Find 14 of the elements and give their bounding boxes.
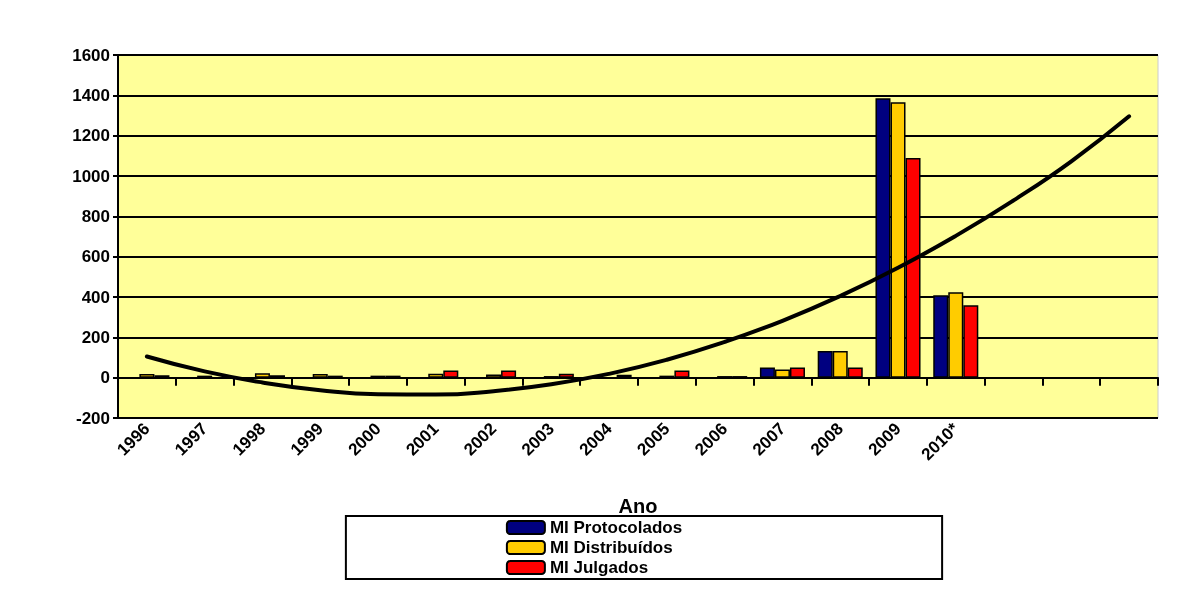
legend-label: MI Julgados [549, 558, 649, 577]
y-tick-label: 1400 [72, 85, 110, 105]
y-tick-label: 200 [81, 327, 110, 347]
y-tick-label: -200 [75, 408, 110, 428]
y-tick-label: 1600 [72, 45, 110, 65]
y-tick-label: 800 [81, 206, 110, 226]
y-tick-label: 1000 [72, 166, 110, 186]
y-tick-label: 400 [81, 287, 110, 307]
legend-label: MI Protocolados [549, 518, 683, 537]
y-tick-label: 600 [81, 247, 110, 267]
x-axis-title: Ano [618, 495, 658, 517]
y-tick-label: 0 [100, 368, 110, 388]
y-tick-label: 1200 [72, 126, 110, 146]
legend-label: MI Distribuídos [549, 538, 673, 557]
